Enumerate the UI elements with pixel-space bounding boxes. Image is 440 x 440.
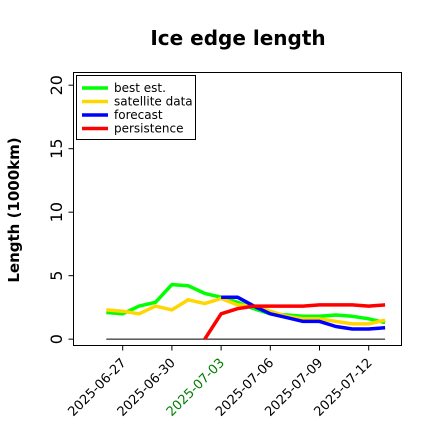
- chart-title: Ice edge length: [150, 26, 325, 50]
- legend-label: satellite data: [114, 95, 193, 109]
- y-tick-label: 20: [47, 75, 66, 95]
- series-line-3: [203, 303, 386, 341]
- x-ticks: 2025-06-272025-06-302025-07-032025-07-06…: [65, 345, 376, 420]
- y-tick-label: 0: [47, 334, 66, 344]
- y-axis-label: Length (1000km): [5, 137, 23, 282]
- y-tick-label: 10: [47, 202, 66, 222]
- y-tick-label: 15: [47, 139, 66, 159]
- series-line-2: [221, 295, 386, 331]
- plot-frame: [73, 72, 402, 346]
- legend-label: persistence: [114, 122, 183, 136]
- legend-label: best est.: [114, 81, 166, 95]
- legend-box: [76, 75, 196, 140]
- legend: best est.satellite dataforecastpersisten…: [76, 75, 196, 140]
- y-tick-label: 5: [47, 271, 66, 281]
- series-line-1: [106, 296, 386, 326]
- series-layer: [106, 282, 386, 341]
- legend-label: forecast: [114, 108, 163, 122]
- y-ticks: 0 5 10 15 20: [47, 75, 74, 344]
